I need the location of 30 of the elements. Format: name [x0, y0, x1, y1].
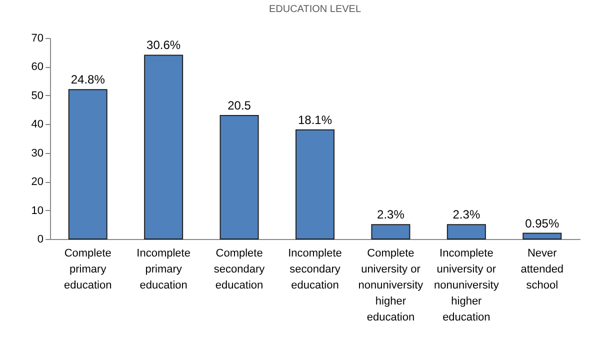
bar [220, 115, 259, 240]
annotation: 30.6% [146, 38, 181, 52]
y-tick-label: 50 [31, 90, 44, 102]
annotation: 18.1% [298, 112, 332, 127]
annotation: 0.95% [525, 216, 560, 230]
annotation: 2.3% [377, 208, 405, 222]
y-tick-label: 10 [31, 204, 44, 217]
bar [296, 129, 334, 240]
annotation: 20.5 [228, 98, 252, 113]
x-tick-label: Incomplete secondary education [288, 248, 342, 292]
bar [446, 224, 486, 240]
y-tick-label: 40 [31, 118, 44, 131]
x-tick-label: Complete secondary education [214, 248, 266, 292]
annotation: 2.3% [452, 208, 480, 222]
y-tick-label: 20 [31, 176, 44, 188]
x-tick-label: Incomplete primary education [136, 248, 190, 292]
bar [371, 224, 410, 240]
y-tick-label: 0 [37, 234, 44, 246]
x-tick-label: Never attended school [520, 248, 564, 292]
y-tick-label: 30 [31, 147, 44, 160]
chart-title: EDUCATION LEVEL [268, 4, 362, 15]
bar [68, 89, 108, 240]
annotation: 24.8% [70, 72, 106, 87]
bar [522, 232, 562, 240]
x-tick-label: Complete university or nonuniversity higher education [358, 248, 424, 324]
y-tick-label: 60 [31, 61, 44, 74]
bar [144, 54, 184, 240]
y-tick-label: 70 [31, 32, 44, 44]
x-tick-label: Incomplete university or nonuniversity higher education [434, 248, 500, 324]
x-tick-label: Complete primary education [64, 248, 112, 292]
